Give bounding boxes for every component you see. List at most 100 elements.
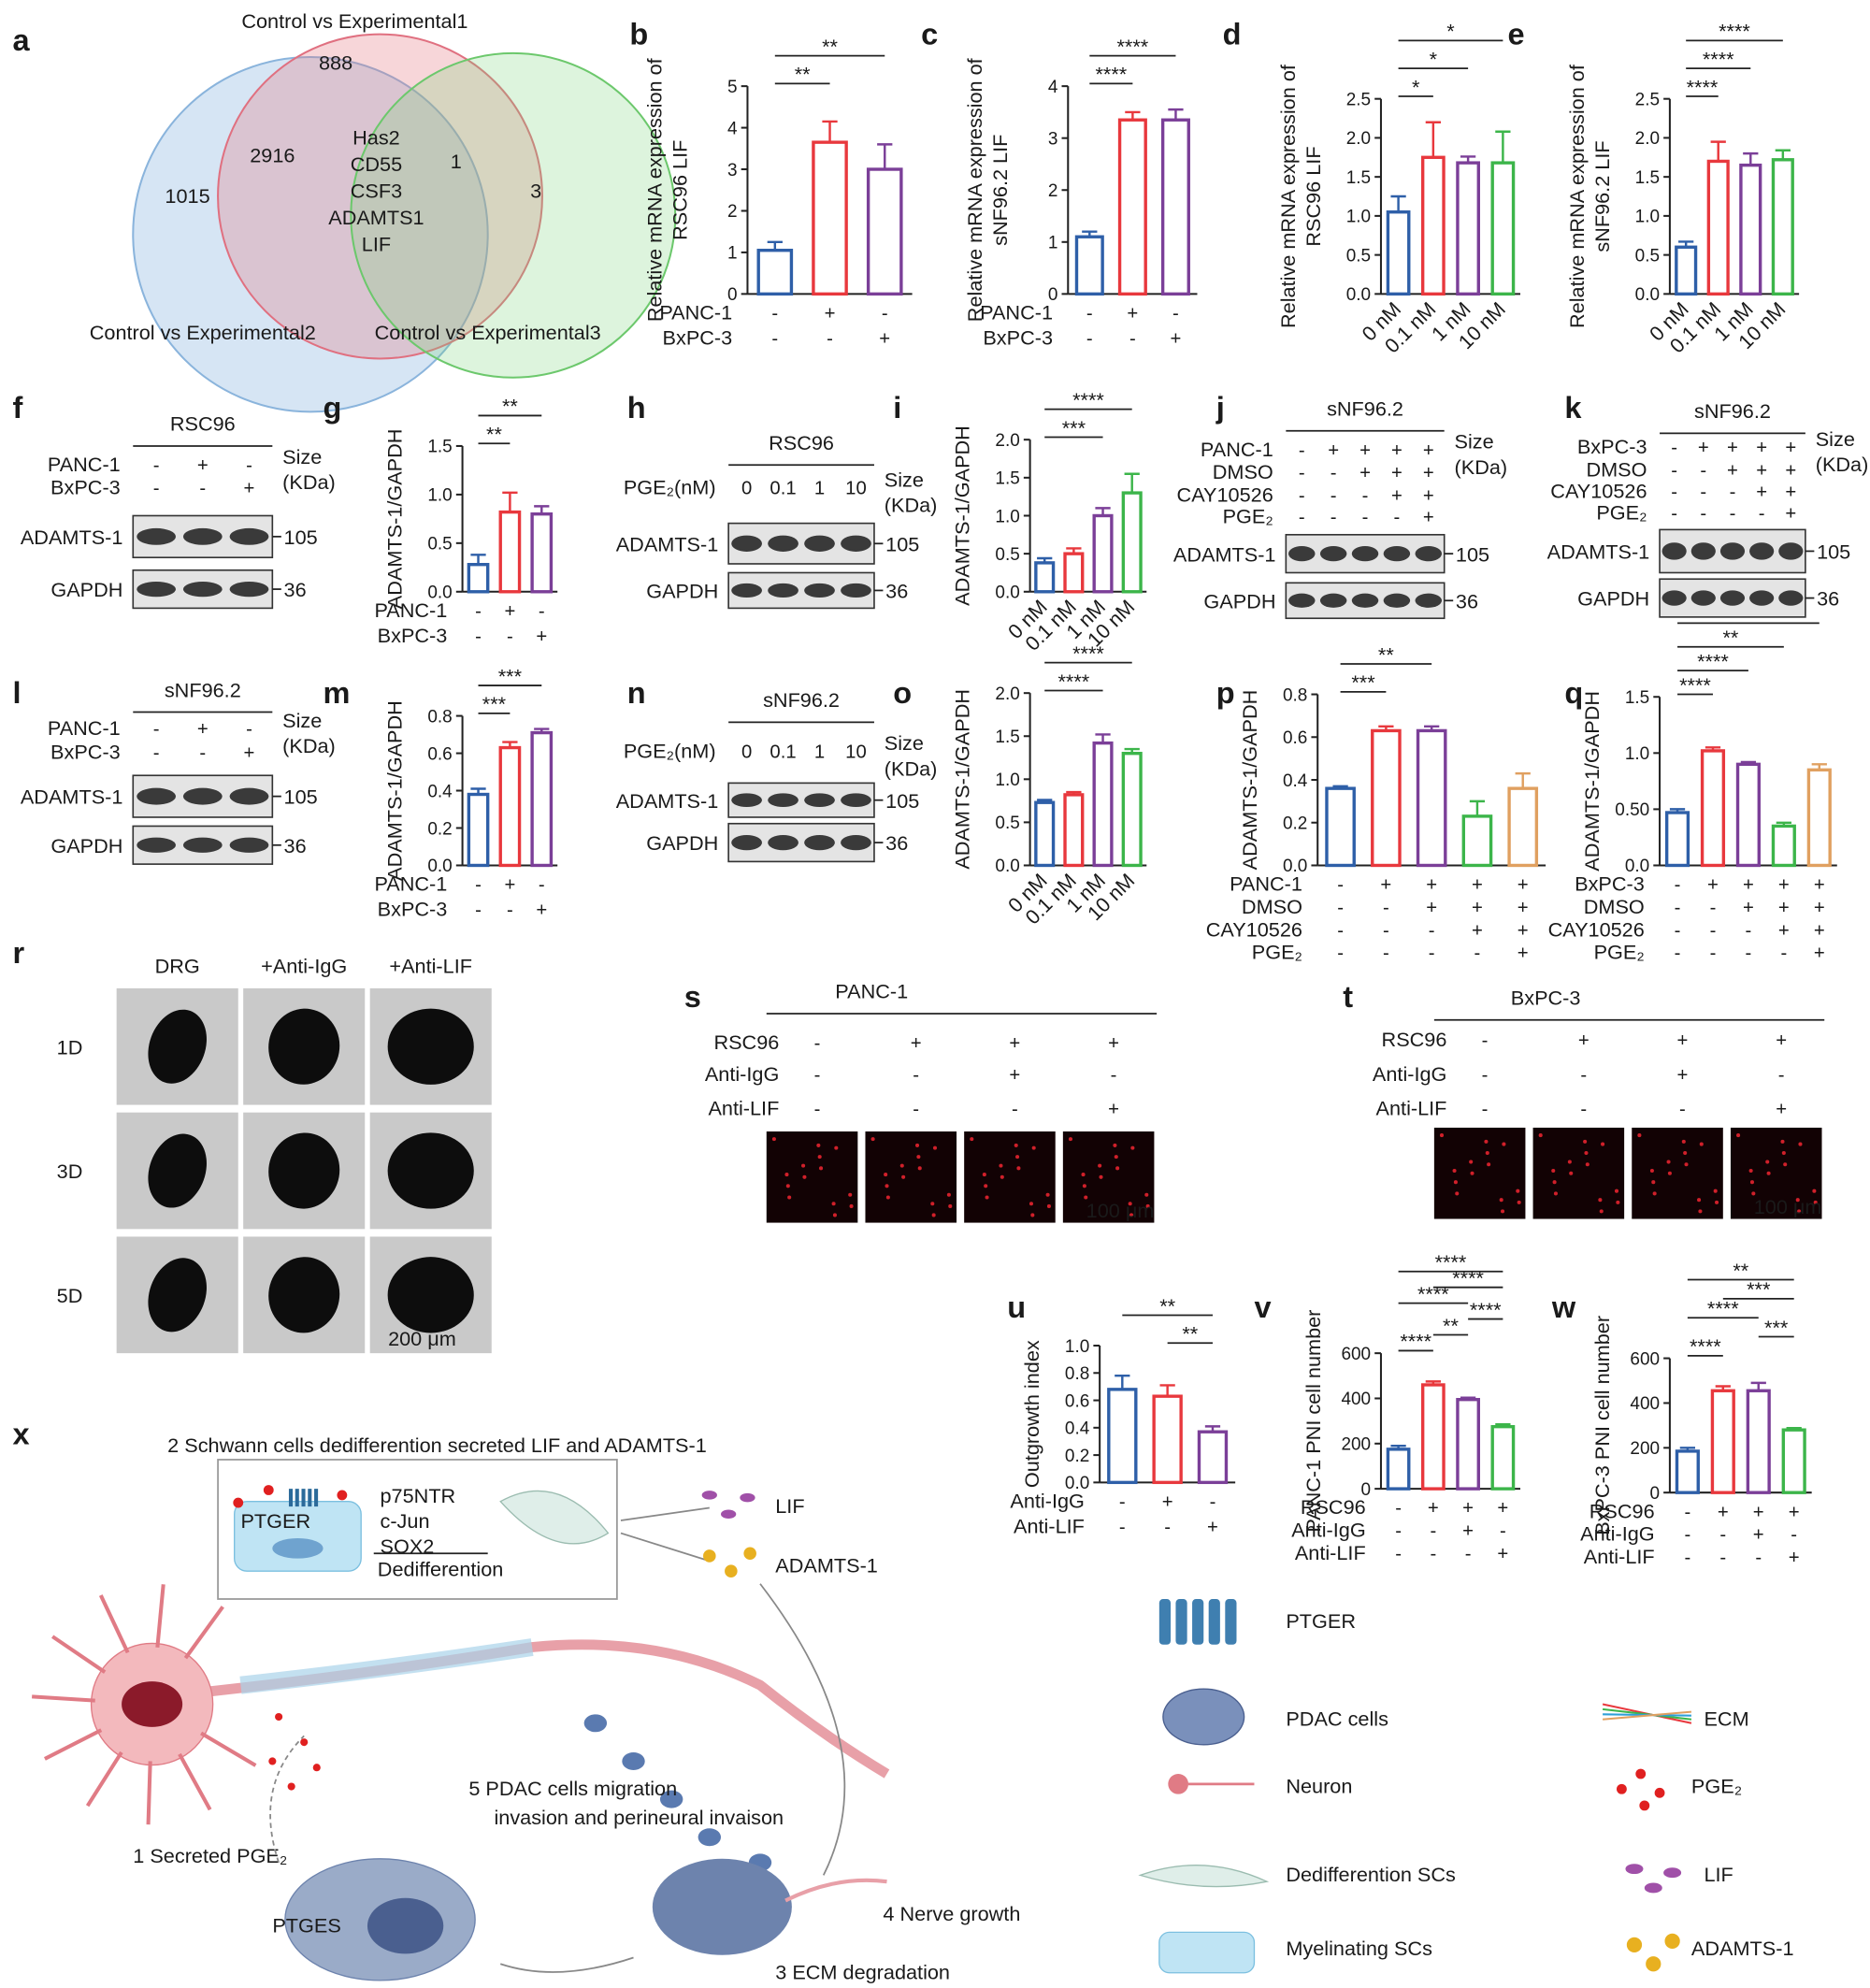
condition-sign: - xyxy=(1337,898,1344,918)
cell-dot xyxy=(1585,1162,1590,1167)
band xyxy=(1319,546,1347,562)
bar xyxy=(812,140,848,296)
band xyxy=(1778,542,1804,560)
cell-dot xyxy=(1099,1174,1103,1179)
condition-sign: - xyxy=(814,1099,821,1119)
condition-sign: + xyxy=(1753,1525,1764,1546)
legend-lif xyxy=(1663,1867,1682,1879)
pge2-dot xyxy=(268,1757,277,1765)
bar xyxy=(1490,1424,1516,1491)
bar xyxy=(1507,786,1539,868)
condition-name: RSC96 xyxy=(1590,1499,1655,1522)
scale-bar: 200 μm xyxy=(388,1327,456,1350)
fluorescence-image xyxy=(1632,1127,1723,1219)
condition-sign: - xyxy=(1671,483,1677,503)
venn-circle xyxy=(350,51,677,379)
cell-dot xyxy=(1698,1209,1703,1214)
cell-dot xyxy=(1499,1198,1503,1203)
condition-sign: - xyxy=(1580,1065,1587,1086)
y-tick-label: 0.4 xyxy=(1283,771,1307,791)
y-tick-label: 0.2 xyxy=(427,819,452,839)
condition-sign: + xyxy=(1423,440,1434,461)
band xyxy=(1719,542,1746,560)
band xyxy=(137,837,176,853)
size-label: (KDa) xyxy=(282,470,336,494)
venn-count: 3 xyxy=(530,179,541,202)
protein-name: ADAMTS-1 xyxy=(1173,542,1276,566)
legend-pge2 xyxy=(1616,1783,1627,1794)
condition-sign: - xyxy=(1675,920,1681,941)
condition-sign: - xyxy=(246,719,252,740)
cycle-arrow xyxy=(499,1956,634,1973)
band xyxy=(804,535,835,552)
bar xyxy=(1416,728,1447,868)
significance-label: ** xyxy=(502,395,518,418)
y-tick-label: 1.0 xyxy=(1625,744,1649,764)
condition-sign: - xyxy=(1780,944,1787,964)
venn-count: 2916 xyxy=(250,143,295,166)
step-label: 4 Nerve growth xyxy=(883,1902,1020,1925)
condition-sign: - xyxy=(1337,944,1344,964)
condition-name: BxPC-3 xyxy=(378,624,448,647)
protein-name: ADAMTS-1 xyxy=(616,532,719,555)
cell-dot xyxy=(1651,1180,1656,1185)
image-title: PANC-1 xyxy=(835,980,908,1003)
legend-pge2 xyxy=(1654,1787,1665,1798)
condition-sign: - xyxy=(153,743,160,764)
condition-sign: + xyxy=(1380,875,1391,896)
pdac-cell xyxy=(698,1828,722,1847)
cell-dot xyxy=(1084,1195,1088,1200)
condition-sign: - xyxy=(1331,508,1337,528)
condition-sign: + xyxy=(1472,898,1483,918)
cell-dot xyxy=(785,1184,790,1188)
band xyxy=(137,581,176,598)
condition-sign: + xyxy=(1727,460,1738,481)
dendrite xyxy=(183,1606,224,1660)
dendrite xyxy=(178,1752,212,1811)
condition-sign: - xyxy=(539,875,545,896)
condition-name: CAY10526 xyxy=(1206,917,1302,941)
legend-label: Dedifferention SCs xyxy=(1286,1863,1456,1886)
venn-circle xyxy=(217,33,543,360)
significance-label: **** xyxy=(1095,63,1127,86)
venn-circle xyxy=(132,55,489,413)
condition-sign: - xyxy=(1394,508,1401,528)
band xyxy=(841,793,871,808)
cell-dot xyxy=(1439,1133,1445,1138)
receptor xyxy=(288,1489,294,1507)
y-axis-label: Outgrowth index xyxy=(1020,1340,1043,1488)
legend-label: Neuron xyxy=(1286,1774,1352,1797)
bar xyxy=(1063,552,1085,594)
cell-dot xyxy=(1780,1139,1785,1144)
cell-dot xyxy=(1145,1203,1150,1208)
cell-dot xyxy=(970,1137,974,1142)
cell-dot xyxy=(849,1203,854,1208)
cell-dot xyxy=(1081,1173,1086,1177)
condition-sign: - xyxy=(1684,1502,1690,1522)
condition-name: BxPC-3 xyxy=(1577,435,1647,458)
band xyxy=(1778,590,1804,606)
legend-lif xyxy=(1625,1864,1644,1875)
band xyxy=(1661,590,1687,606)
significance-label: * xyxy=(1446,20,1455,43)
band xyxy=(229,787,269,805)
venn-count: 1 xyxy=(451,150,462,173)
fluorescence-image xyxy=(1433,1127,1526,1219)
condition-sign: + xyxy=(1162,1491,1173,1512)
y-axis-label: ADAMTS-1/GAPDH xyxy=(383,429,407,610)
condition-sign: + xyxy=(1707,875,1719,896)
condition-sign: + xyxy=(1814,898,1825,918)
y-tick-label: 0.5 xyxy=(995,545,1019,565)
band xyxy=(1383,593,1411,608)
condition-name: PANC-1 xyxy=(374,872,447,896)
condition-name: PANC-1 xyxy=(48,716,121,740)
protein-name: GAPDH xyxy=(1203,589,1275,612)
legend-label: LIF xyxy=(1704,1863,1733,1886)
y-tick-label: 2.0 xyxy=(1346,129,1371,149)
band xyxy=(1661,542,1687,560)
cell-dot xyxy=(801,1163,806,1168)
kda-label: 36 xyxy=(885,831,908,855)
condition-sign: - xyxy=(1337,875,1344,896)
column-label: DRG xyxy=(155,955,200,978)
cell-line: sNF96.2 xyxy=(165,678,241,701)
